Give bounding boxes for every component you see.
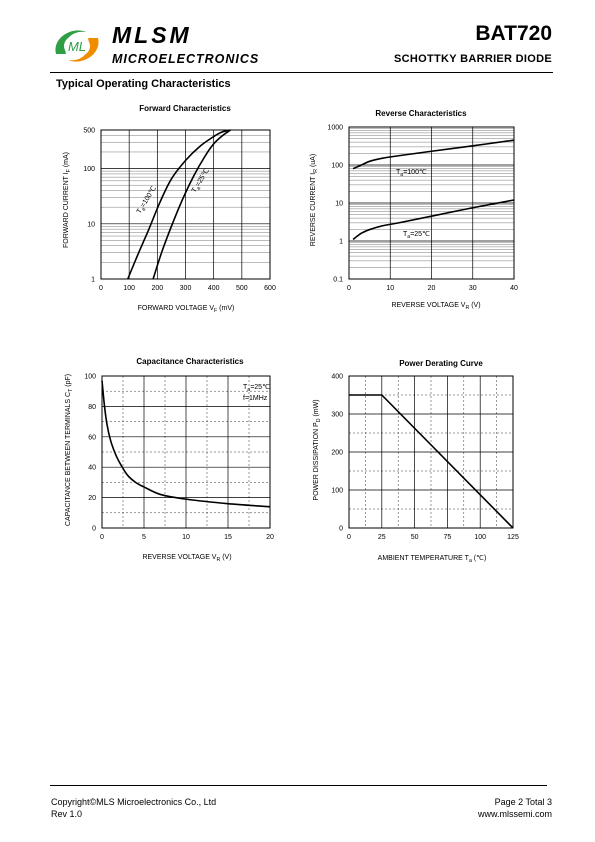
capacitance-y-tick-label: 60	[88, 434, 96, 441]
derating-x-tick-label: 0	[347, 534, 351, 541]
reverse-x-axis-label: REVERSE VOLTAGE VR (V)	[391, 302, 480, 311]
derating-x-tick-label: 125	[507, 534, 519, 541]
header-divider	[50, 72, 553, 73]
reverse-series-2-line	[352, 199, 515, 241]
derating-y-tick-label: 200	[331, 450, 343, 457]
reverse-y-tick-label: 100	[331, 163, 343, 170]
reverse-y-tick-label: 1	[339, 239, 343, 246]
forward-y-axis-label: FORWARD CURRENT IF (mA)	[63, 152, 72, 248]
reverse-x-tick-label: 30	[469, 285, 477, 292]
reverse-x-tick-label: 0	[347, 285, 351, 292]
capacitance-plot-frame	[101, 375, 271, 529]
derating-y-tick-label: 400	[331, 374, 343, 381]
brand-name: MLSM	[112, 22, 192, 48]
reverse-y-tick-label: 0.1	[333, 277, 343, 284]
derating-series-1-line	[349, 394, 514, 529]
derating-x-tick-label: 75	[444, 534, 452, 541]
capacitance-x-tick-label: 20	[266, 534, 274, 541]
capacitance-y-tick-label: 0	[92, 526, 96, 533]
website-link[interactable]: www.mlssemi.com	[477, 809, 552, 819]
forward-x-tick-label: 0	[99, 285, 103, 292]
part-description: SCHOTTKY BARRIER DIODE	[394, 53, 552, 65]
reverse-x-tick-label: 40	[510, 285, 518, 292]
capacitance-series-1-line	[101, 380, 271, 508]
forward-x-tick-label: 400	[208, 285, 220, 292]
derating-x-tick-label: 25	[378, 534, 386, 541]
forward-title: Forward Characteristics	[139, 104, 231, 113]
derating-title: Power Derating Curve	[399, 359, 483, 368]
derating-x-tick-label: 100	[474, 534, 486, 541]
capacitance-x-tick-label: 10	[182, 534, 190, 541]
derating-x-axis-label: AMBIENT TEMPERATURE Ta (℃)	[378, 555, 487, 564]
capacitance-y-tick-label: 40	[88, 465, 96, 472]
forward-x-tick-label: 200	[151, 285, 163, 292]
derating-grid	[348, 375, 514, 529]
reverse-plot-frame	[348, 126, 515, 280]
derating-x-tick-label: 50	[411, 534, 419, 541]
derating-y-tick-label: 100	[331, 488, 343, 495]
capacitance-y-tick-label: 100	[84, 374, 96, 381]
forward-x-axis-label: FORWARD VOLTAGE VF (mV)	[138, 305, 235, 314]
forward-y-tick-label: 500	[83, 128, 95, 135]
forward-x-tick-label: 300	[180, 285, 192, 292]
page-indicator: Page 2 Total 3	[494, 797, 552, 807]
forward-series-2-line	[152, 129, 232, 280]
reverse-y-tick-label: 10	[335, 201, 343, 208]
forward-x-tick-label: 100	[123, 285, 135, 292]
capacitance-y-tick-label: 80	[88, 404, 96, 411]
capacitance-y-axis-label: CAPACITANCE BETWEEN TERMINALS CT (pF)	[65, 374, 74, 526]
brand-subtitle: MICROELECTRONICS	[112, 52, 260, 66]
logo-letters: ML	[68, 39, 86, 54]
derating-plot-frame	[348, 375, 514, 529]
reverse-y-axis-label: REVERSE CURRENT IR (uA)	[310, 154, 319, 246]
forward-y-tick-label: 100	[83, 166, 95, 173]
forward-plot-frame	[100, 129, 271, 280]
capacitance-x-tick-label: 0	[100, 534, 104, 541]
reverse-title: Reverse Characteristics	[375, 109, 467, 118]
reverse-x-tick-label: 20	[428, 285, 436, 292]
company-logo: ML	[55, 30, 99, 62]
reverse-series-label-25c: Ta=25℃	[403, 231, 430, 240]
capacitance-annotation-frequency: f=1MHz	[243, 395, 268, 402]
forward-x-tick-label: 600	[264, 285, 276, 292]
reverse-x-tick-label: 10	[386, 285, 394, 292]
footer-divider	[50, 785, 547, 786]
capacitance-title: Capacitance Characteristics	[136, 357, 244, 366]
capacitance-x-axis-label: REVERSE VOLTAGE VR (V)	[142, 554, 231, 563]
reverse-y-tick-label: 1000	[327, 125, 343, 132]
derating-y-tick-label: 300	[331, 412, 343, 419]
capacitance-x-tick-label: 5	[142, 534, 146, 541]
forward-y-tick-label: 1	[91, 277, 95, 284]
forward-x-tick-label: 500	[236, 285, 248, 292]
forward-series-1-line	[127, 129, 231, 280]
capacitance-y-tick-label: 20	[88, 495, 96, 502]
revision-text: Rev 1.0	[51, 809, 83, 819]
part-number: BAT720	[475, 22, 552, 45]
forward-y-tick-label: 10	[87, 221, 95, 228]
section-title: Typical Operating Characteristics	[56, 78, 231, 90]
capacitance-x-tick-label: 15	[224, 534, 232, 541]
derating-y-axis-label: POWER DISSIPATION PD (mW)	[313, 399, 322, 500]
capacitance-annotation-temperature: Ta=25℃	[243, 384, 270, 393]
derating-y-tick-label: 0	[339, 526, 343, 533]
reverse-series-label-100c: Ta=100℃	[396, 169, 427, 178]
reverse-series-1-line	[352, 139, 515, 170]
copyright-text: Copyright©MLS Microelectronics Co., Ltd	[51, 797, 217, 807]
